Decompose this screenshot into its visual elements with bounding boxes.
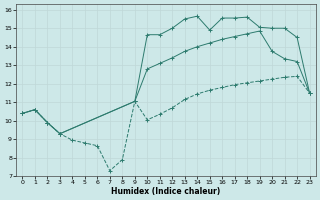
X-axis label: Humidex (Indice chaleur): Humidex (Indice chaleur) xyxy=(111,187,221,196)
